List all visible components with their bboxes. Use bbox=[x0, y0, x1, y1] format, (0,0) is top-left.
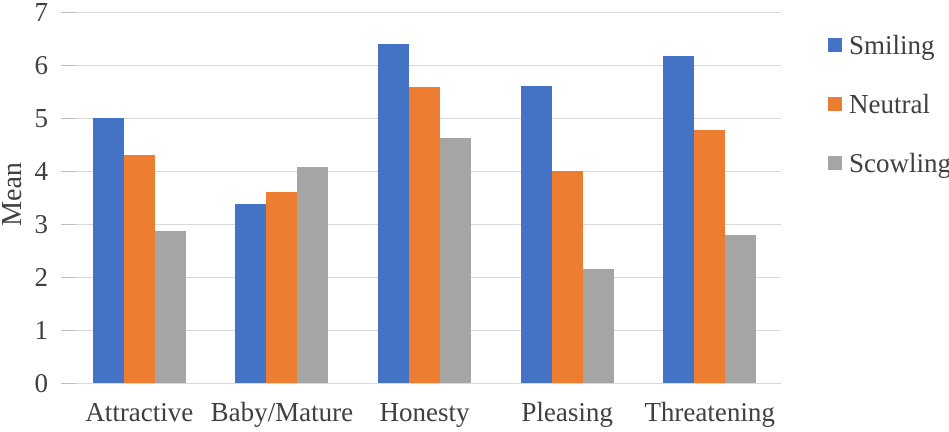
bar-scowling-baby-mature bbox=[297, 167, 329, 383]
y-axis-tick bbox=[61, 118, 75, 119]
legend-swatch-icon bbox=[828, 97, 842, 111]
bar-group-honesty bbox=[353, 12, 496, 383]
y-tick-label: 4 bbox=[34, 156, 49, 186]
legend: Smiling Neutral Scowling bbox=[828, 29, 949, 208]
x-category-label: Threatening bbox=[644, 397, 775, 427]
y-tick-label: 2 bbox=[34, 262, 49, 292]
y-tick-label: 0 bbox=[34, 368, 49, 398]
y-tick-label: 1 bbox=[34, 315, 49, 345]
x-category-label: Attractive bbox=[85, 397, 194, 427]
bar-group-baby-mature bbox=[211, 12, 354, 383]
legend-item-neutral: Neutral bbox=[828, 88, 949, 119]
x-category-label: Honesty bbox=[379, 397, 470, 427]
y-tick-label: 3 bbox=[34, 209, 49, 239]
bar-neutral-attractive bbox=[123, 155, 155, 383]
y-tick-label: 5 bbox=[34, 103, 49, 133]
plot-area bbox=[61, 12, 781, 384]
bar-scowling-honesty bbox=[439, 138, 471, 383]
legend-label: Scowling bbox=[849, 147, 949, 178]
legend-item-smiling: Smiling bbox=[828, 29, 949, 60]
legend-label: Neutral bbox=[849, 88, 930, 119]
y-axis-tick bbox=[61, 383, 75, 384]
y-tick-label: 7 bbox=[34, 0, 49, 27]
y-axis-tick bbox=[61, 330, 75, 331]
y-tick-label: 6 bbox=[34, 50, 49, 80]
bar-smiling-threatening bbox=[663, 56, 695, 383]
gridline bbox=[68, 383, 781, 384]
bar-neutral-pleasing bbox=[551, 171, 583, 383]
legend-swatch-icon bbox=[828, 38, 842, 52]
bar-group-attractive bbox=[68, 12, 211, 383]
bar-scowling-pleasing bbox=[582, 269, 614, 383]
bar-group-pleasing bbox=[496, 12, 639, 383]
bar-smiling-honesty bbox=[377, 43, 409, 383]
bar-neutral-baby-mature bbox=[266, 192, 298, 383]
legend-label: Smiling bbox=[849, 29, 935, 60]
x-category-label: Baby/Mature bbox=[210, 397, 354, 427]
y-axis-tick bbox=[61, 171, 75, 172]
bar-smiling-pleasing bbox=[520, 86, 552, 383]
bar-neutral-threatening bbox=[694, 129, 726, 383]
bar-smiling-attractive bbox=[92, 118, 124, 383]
y-axis-tick bbox=[61, 277, 75, 278]
bar-groups bbox=[68, 12, 781, 383]
bar-group-threatening bbox=[638, 12, 781, 383]
y-axis-tick bbox=[61, 12, 75, 13]
legend-swatch-icon bbox=[828, 156, 842, 170]
x-category-label: Pleasing bbox=[521, 397, 613, 427]
bar-neutral-honesty bbox=[408, 87, 440, 383]
gridline bbox=[68, 65, 781, 66]
bar-scowling-threatening bbox=[725, 234, 757, 383]
bar-smiling-baby-mature bbox=[235, 204, 267, 383]
bar-scowling-attractive bbox=[154, 230, 186, 383]
y-axis-tick bbox=[61, 224, 75, 225]
x-axis-category-labels: Attractive Baby/Mature Honesty Pleasing Thre… bbox=[68, 392, 781, 432]
y-axis-tick bbox=[61, 65, 75, 66]
gridline bbox=[68, 12, 781, 13]
legend-item-scowling: Scowling bbox=[828, 147, 949, 178]
